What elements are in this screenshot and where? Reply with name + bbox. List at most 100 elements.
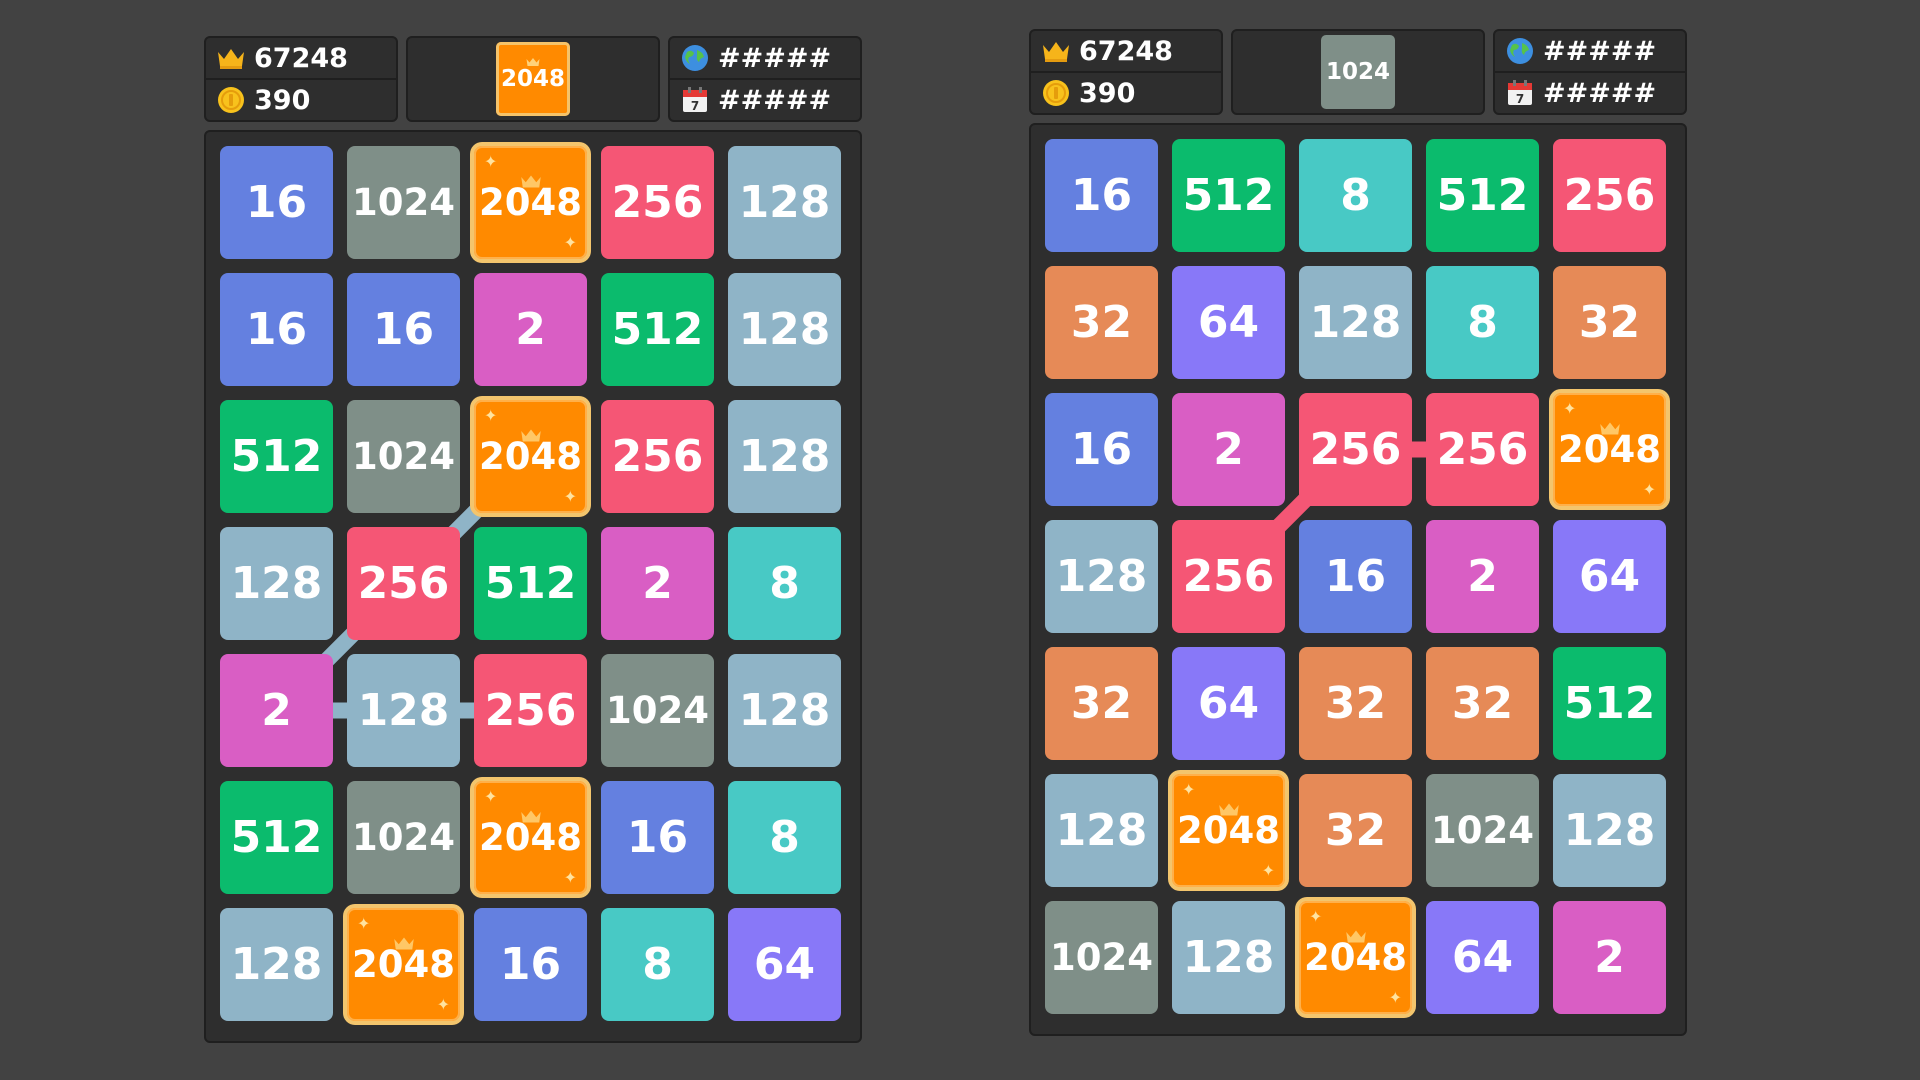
tile-512[interactable]: 512 [220,781,333,894]
tile-value: 2048 [479,181,582,224]
world-rank-row[interactable]: ##### [1495,31,1685,71]
tile-64[interactable]: 64 [728,908,841,1021]
tile-2048[interactable]: ✦ ✦ 2048 [347,908,460,1021]
tile-value: 256 [1182,551,1275,602]
daily-rank-value: ##### [1543,77,1657,109]
tile-256[interactable]: 256 [1299,393,1412,506]
tile-128[interactable]: 128 [347,654,460,767]
ranks-box[interactable]: ##### 7 ##### [668,36,862,122]
crown-icon [392,917,416,960]
tile-128[interactable]: 128 [1553,774,1666,887]
tile-64[interactable]: 64 [1172,647,1285,760]
tile-8[interactable]: 8 [601,908,714,1021]
tile-32[interactable]: 32 [1045,266,1158,379]
tile-256[interactable]: 256 [1553,139,1666,252]
tile-value: 256 [611,177,704,228]
tile-2048[interactable]: ✦ ✦ 2048 [1299,901,1412,1014]
tile-2[interactable]: 2 [1426,520,1539,633]
tile-2048[interactable]: ✦ ✦ 2048 [474,400,587,513]
tile-2048[interactable]: ✦ ✦ 2048 [474,781,587,894]
tile-value: 8 [642,939,673,990]
tile-value: 64 [753,939,816,990]
best-score-value: 67248 [1079,35,1173,67]
tile-8[interactable]: 8 [728,527,841,640]
daily-rank-row[interactable]: 7 ##### [1495,71,1685,113]
tile-8[interactable]: 8 [1426,266,1539,379]
tile-1024[interactable]: 1024 [1045,901,1158,1014]
tile-value: 128 [738,177,831,228]
tile-512[interactable]: 512 [220,400,333,513]
tile-128[interactable]: 128 [728,654,841,767]
tile-128[interactable]: 128 [728,146,841,259]
tile-value: 16 [372,304,435,355]
tile-128[interactable]: 128 [1172,901,1285,1014]
game-board[interactable]: 16 512 8 512 256 32 64 128 8 32 16 2 256 256 ✦ ✦ 2048 128… [1029,123,1687,1036]
tile-2[interactable]: 2 [1172,393,1285,506]
svg-text:7: 7 [1516,92,1524,106]
tile-32[interactable]: 32 [1045,647,1158,760]
tile-1024[interactable]: 1024 [601,654,714,767]
tile-16[interactable]: 16 [1299,520,1412,633]
tile-value: 256 [1563,170,1656,221]
tile-2048[interactable]: ✦ ✦ 2048 [474,146,587,259]
tile-2048[interactable]: ✦ ✦ 2048 [1553,393,1666,506]
tile-128[interactable]: 128 [1045,774,1158,887]
tile-128[interactable]: 128 [728,273,841,386]
tile-256[interactable]: 256 [1172,520,1285,633]
tile-256[interactable]: 256 [474,654,587,767]
tile-value: 16 [626,812,689,863]
tile-64[interactable]: 64 [1172,266,1285,379]
tile-value: 128 [1055,551,1148,602]
game-board[interactable]: 16 1024 ✦ ✦ 2048 256 128 16 16 2 512 128 512 1024 ✦ ✦ 20… [204,130,862,1043]
tile-1024[interactable]: 1024 [347,146,460,259]
tile-1024[interactable]: 1024 [347,400,460,513]
target-tile: 2048 [496,42,570,116]
world-rank-row[interactable]: ##### [670,38,860,78]
crown-icon [519,790,543,833]
tile-2[interactable]: 2 [601,527,714,640]
tile-value: 512 [611,304,704,355]
tile-1024[interactable]: 1024 [1426,774,1539,887]
tile-32[interactable]: 32 [1299,774,1412,887]
tile-32[interactable]: 32 [1426,647,1539,760]
tile-64[interactable]: 64 [1426,901,1539,1014]
tile-512[interactable]: 512 [1426,139,1539,252]
sparkle-icon: ✦ [563,233,577,252]
daily-rank-row[interactable]: 7 ##### [670,78,860,120]
tile-value: 128 [738,431,831,482]
tile-128[interactable]: 128 [1045,520,1158,633]
tile-16[interactable]: 16 [474,908,587,1021]
tile-64[interactable]: 64 [1553,520,1666,633]
tile-2[interactable]: 2 [220,654,333,767]
tile-8[interactable]: 8 [728,781,841,894]
tile-16[interactable]: 16 [1045,139,1158,252]
tile-2048[interactable]: ✦ ✦ 2048 [1172,774,1285,887]
tile-256[interactable]: 256 [601,400,714,513]
tile-512[interactable]: 512 [474,527,587,640]
tile-512[interactable]: 512 [1553,647,1666,760]
tile-256[interactable]: 256 [601,146,714,259]
tile-8[interactable]: 8 [1299,139,1412,252]
tile-512[interactable]: 512 [1172,139,1285,252]
tile-128[interactable]: 128 [220,527,333,640]
tile-value: 8 [769,812,800,863]
tile-512[interactable]: 512 [601,273,714,386]
tile-32[interactable]: 32 [1299,647,1412,760]
tile-value: 128 [230,558,323,609]
tile-2[interactable]: 2 [1553,901,1666,1014]
tile-128[interactable]: 128 [728,400,841,513]
tile-128[interactable]: 128 [220,908,333,1021]
tile-16[interactable]: 16 [1045,393,1158,506]
tile-16[interactable]: 16 [220,146,333,259]
tile-16[interactable]: 16 [220,273,333,386]
tile-16[interactable]: 16 [601,781,714,894]
tile-32[interactable]: 32 [1553,266,1666,379]
tile-16[interactable]: 16 [347,273,460,386]
ranks-box[interactable]: ##### 7 ##### [1493,29,1687,115]
tile-1024[interactable]: 1024 [347,781,460,894]
tile-128[interactable]: 128 [1299,266,1412,379]
tile-256[interactable]: 256 [1426,393,1539,506]
tile-value: 1024 [1431,809,1534,852]
tile-256[interactable]: 256 [347,527,460,640]
tile-2[interactable]: 2 [474,273,587,386]
